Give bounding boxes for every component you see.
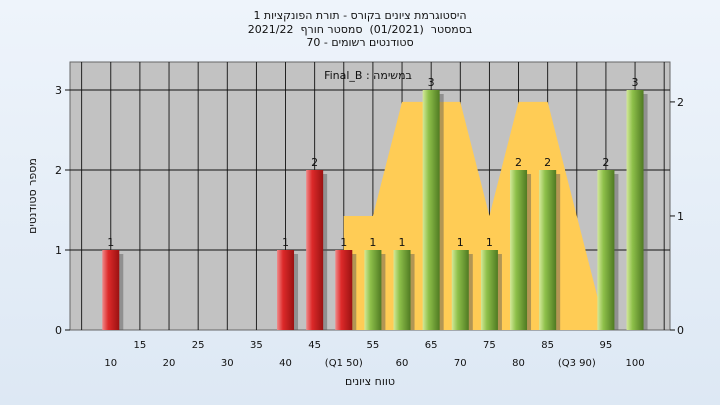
x-tick-label-top: 65 bbox=[425, 340, 438, 351]
bar-value-label: 1 bbox=[107, 236, 114, 249]
x-tick-label-bottom: 10 bbox=[104, 358, 117, 369]
bar-value-label: 2 bbox=[602, 156, 609, 169]
bar-value-label: 1 bbox=[282, 236, 289, 249]
x-tick-label-bottom: (Q1 50) bbox=[325, 358, 363, 369]
bar bbox=[306, 170, 324, 330]
y-tick-label: 3 bbox=[55, 84, 62, 97]
bar bbox=[626, 90, 644, 330]
y-tick-label: 2 bbox=[55, 164, 62, 177]
bar-value-label: 1 bbox=[369, 236, 376, 249]
x-tick-label-bottom: (Q3 90) bbox=[558, 358, 596, 369]
bar-value-label: 1 bbox=[340, 236, 347, 249]
bar bbox=[539, 170, 557, 330]
x-axis-label: טווח ציונים bbox=[345, 375, 395, 388]
x-tick-label-top: 35 bbox=[250, 340, 263, 351]
bar-value-label: 2 bbox=[544, 156, 551, 169]
x-tick-label-bottom: 100 bbox=[626, 358, 645, 369]
x-tick-label-bottom: 20 bbox=[163, 358, 176, 369]
x-tick-label-top: 25 bbox=[192, 340, 205, 351]
bar bbox=[102, 250, 120, 330]
bar bbox=[335, 250, 353, 330]
x-tick-label-bottom: 70 bbox=[454, 358, 467, 369]
legend-label: Final_B : במשימה bbox=[324, 69, 412, 82]
x-tick-label-bottom: 30 bbox=[221, 358, 234, 369]
bar bbox=[451, 250, 469, 330]
y-axis-label: מספר סטודנטים bbox=[26, 158, 39, 234]
bar-value-label: 3 bbox=[632, 76, 639, 89]
x-tick-label-bottom: 80 bbox=[512, 358, 525, 369]
x-tick-label-top: 15 bbox=[134, 340, 147, 351]
chart-title: היסטוגרמת ציונים בקורס - תורת הפונקציות … bbox=[253, 9, 467, 22]
bar-value-label: 2 bbox=[515, 156, 522, 169]
bar-value-label: 1 bbox=[399, 236, 406, 249]
chart-subtitle: בסמסטר (01/2021) סמסטר חורף 2021/22 bbox=[247, 22, 473, 36]
x-tick-label-top: 95 bbox=[600, 340, 613, 351]
x-tick-label-top: 75 bbox=[483, 340, 496, 351]
y-tick-label: 0 bbox=[55, 324, 62, 337]
bar bbox=[393, 250, 411, 330]
bar-value-label: 2 bbox=[311, 156, 318, 169]
chart-title-block: היסטוגרמת ציונים בקורס - תורת הפונקציות … bbox=[0, 9, 720, 50]
y-tick-label: 1 bbox=[55, 244, 62, 257]
x-tick-label-top: 85 bbox=[541, 340, 554, 351]
bar bbox=[510, 170, 528, 330]
x-tick-label-top: 45 bbox=[308, 340, 321, 351]
bar bbox=[480, 250, 498, 330]
bar bbox=[597, 170, 615, 330]
bar-series: 1 1 2 1 1 1 3 1 1 2 2 2 3 bbox=[102, 76, 648, 330]
x-tick-label-top: 55 bbox=[367, 340, 380, 351]
y2-tick-label: 1 bbox=[677, 210, 684, 223]
chart-subtitle-registered: סטודנטים רשומים - 70 bbox=[306, 36, 414, 49]
x-tick-label-bottom: 40 bbox=[279, 358, 292, 369]
bar bbox=[364, 250, 382, 330]
bar bbox=[422, 90, 440, 330]
bar bbox=[277, 250, 295, 330]
x-tick-label-bottom: 60 bbox=[396, 358, 409, 369]
y2-tick-label: 0 bbox=[677, 324, 684, 337]
bar-value-label: 3 bbox=[428, 76, 435, 89]
y2-tick-label: 2 bbox=[677, 96, 684, 109]
bar-value-label: 1 bbox=[486, 236, 493, 249]
bar-value-label: 1 bbox=[457, 236, 464, 249]
